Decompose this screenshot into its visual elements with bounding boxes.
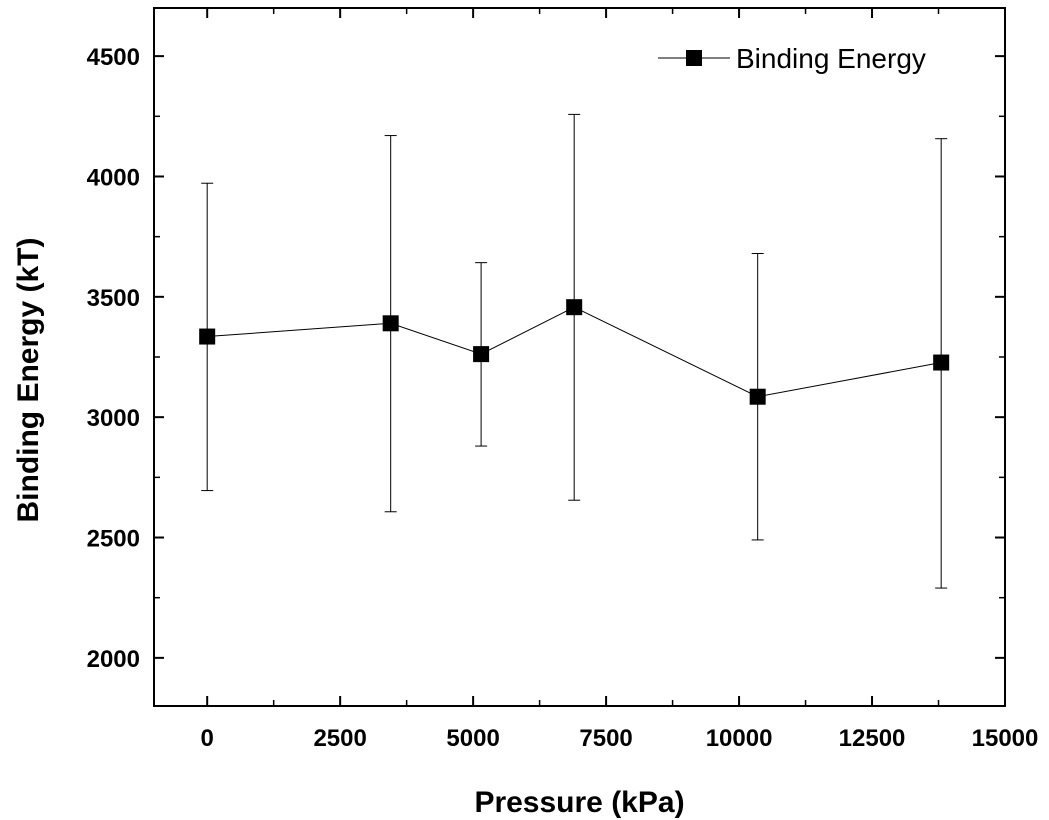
x-tick-label: 0 bbox=[201, 725, 214, 752]
y-tick-label: 2500 bbox=[87, 526, 140, 553]
data-point bbox=[749, 388, 766, 405]
data-point bbox=[382, 315, 399, 332]
x-tick-label: 15000 bbox=[972, 725, 1039, 752]
x-tick-label: 10000 bbox=[706, 725, 773, 752]
y-tick-label: 2000 bbox=[87, 646, 140, 673]
legend-label: Binding Energy bbox=[736, 43, 926, 74]
x-tick-label: 5000 bbox=[446, 725, 499, 752]
y-axis-title: Binding Energy (kT) bbox=[12, 238, 45, 523]
x-axis-tick-labels: 0 2500 5000 7500 10000 12500 15000 bbox=[201, 725, 1039, 752]
x-axis-title: Pressure (kPa) bbox=[474, 786, 684, 819]
legend-marker bbox=[686, 50, 702, 66]
x-tick-label: 7500 bbox=[579, 725, 632, 752]
series-layer bbox=[199, 113, 950, 589]
y-tick-label: 3000 bbox=[87, 405, 140, 432]
x-tick-label: 12500 bbox=[839, 725, 906, 752]
y-tick-label: 4500 bbox=[87, 44, 140, 71]
data-point bbox=[933, 354, 950, 371]
plot-frame bbox=[153, 7, 1006, 707]
data-point bbox=[199, 328, 216, 345]
y-tick-label: 3500 bbox=[87, 285, 140, 312]
x-axis-ticks bbox=[206, 8, 1006, 706]
data-point bbox=[473, 346, 490, 363]
series-line bbox=[207, 306, 942, 398]
data-point bbox=[566, 299, 583, 316]
y-axis-tick-labels: 2000 2500 3000 3500 4000 4500 bbox=[87, 44, 140, 673]
x-tick-label: 2500 bbox=[313, 725, 366, 752]
y-axis-ticks bbox=[154, 55, 1005, 659]
y-tick-label: 4000 bbox=[87, 164, 140, 191]
legend: Binding Energy bbox=[658, 43, 926, 74]
